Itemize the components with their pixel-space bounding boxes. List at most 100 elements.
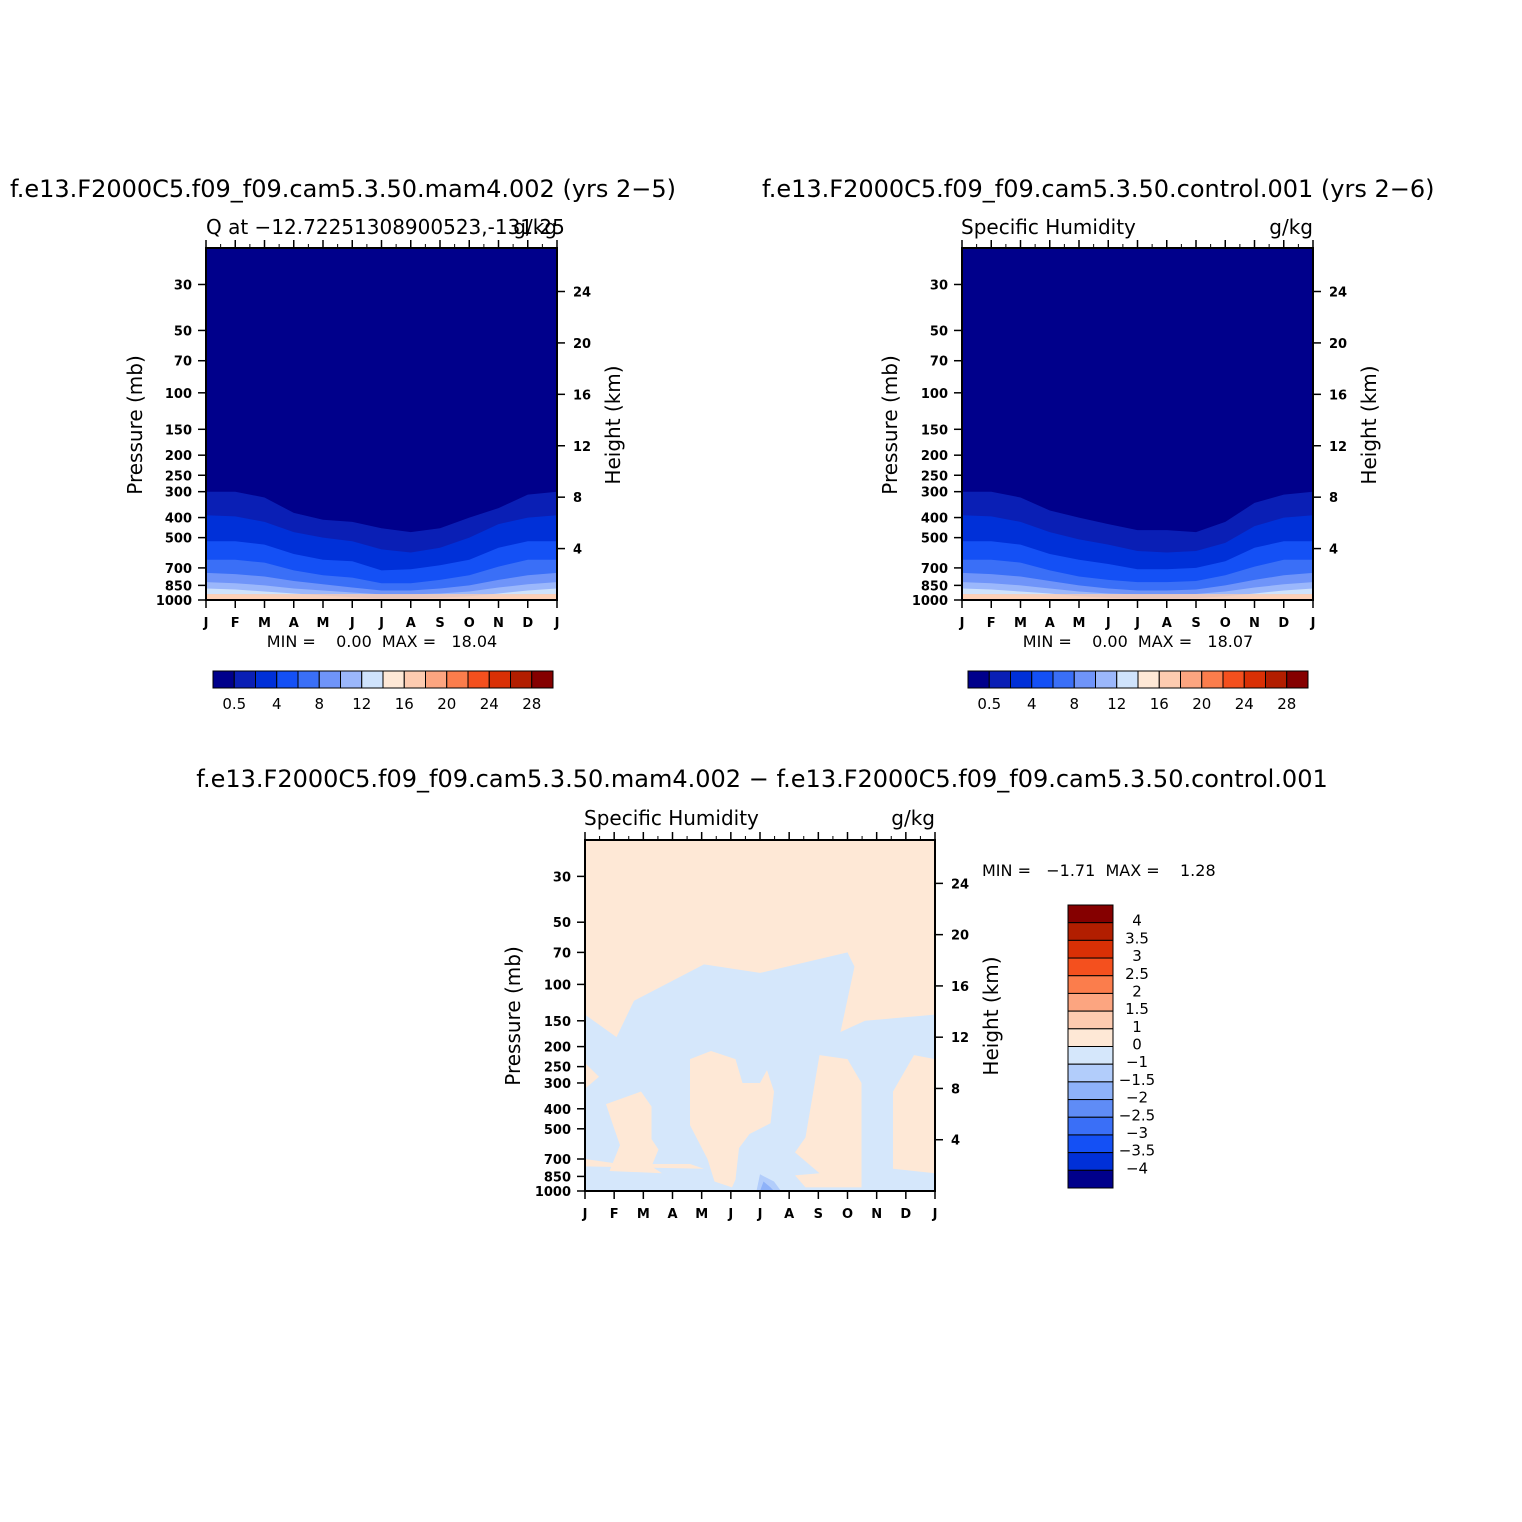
diff-field xyxy=(585,840,935,1191)
diff-field-positive xyxy=(795,1055,862,1188)
right-cbar-label: 28 xyxy=(1277,695,1296,713)
diff-xtick-label: D xyxy=(900,1207,911,1222)
left-ytick-label: 70 xyxy=(174,355,192,370)
diff-y2tick-label: 8 xyxy=(951,1082,960,1097)
panel-left-ylabel: Pressure (mb) xyxy=(123,355,147,495)
left-xtick-label: M xyxy=(258,616,271,631)
panel-mam4: Q at −12.72251308900523,-131.25 g/kg J F M… xyxy=(123,215,625,713)
diff-cbar-box xyxy=(1067,957,1114,977)
right-cbar-label: 8 xyxy=(1069,695,1079,713)
diff-y2tick-label: 4 xyxy=(951,1134,960,1149)
right-cbar-box xyxy=(1052,670,1075,689)
panel-right-colorbar: 0.5 4 8 12 16 20 24 28 xyxy=(967,670,1309,713)
diff-cbar-box xyxy=(1067,1152,1114,1171)
left-ytick-label: 30 xyxy=(174,278,192,293)
left-xtick-label: J xyxy=(378,616,384,631)
right-cbar-box xyxy=(1137,670,1160,689)
panel-left-y2label: Height (km) xyxy=(601,365,625,484)
right-xtick-label: O xyxy=(1220,616,1231,631)
diff-xtick-label: J xyxy=(932,1207,938,1222)
right-xtick-label: J xyxy=(1134,616,1140,631)
panel-diff-y2label: Height (km) xyxy=(979,956,1003,1075)
panel-left-units: g/kg xyxy=(513,215,557,239)
right-xtick-label: M xyxy=(1014,616,1027,631)
left-xtick-label: N xyxy=(493,616,504,631)
diff-ytick-label: 850 xyxy=(544,1170,571,1185)
diff-cbar-label: 3.5 xyxy=(1125,929,1149,947)
diff-cbar-label: −1 xyxy=(1126,1053,1148,1071)
diff-ytick-label: 700 xyxy=(544,1153,571,1168)
left-ytick-label: 1000 xyxy=(156,594,192,609)
diff-cbar-label: −3 xyxy=(1126,1124,1148,1142)
diff-field-min xyxy=(760,1181,774,1191)
left-ytick-label: 700 xyxy=(165,562,192,577)
left-y2tick-label: 8 xyxy=(573,491,582,506)
right-cbar-box xyxy=(1010,670,1033,689)
panel-difference: Specific Humidity g/kg J F M A M J J A S O N D J3050… xyxy=(501,806,1216,1222)
diff-xtick-label: J xyxy=(582,1207,588,1222)
right-y2tick-label: 12 xyxy=(1329,440,1347,455)
diff-cbar-box xyxy=(1067,975,1114,994)
diff-field-positive xyxy=(690,1050,774,1188)
right-xtick-label: D xyxy=(1278,616,1289,631)
left-xtick-label: S xyxy=(435,616,444,631)
diff-cbar-label: 1.5 xyxy=(1125,1000,1149,1018)
right-cbar-box xyxy=(1180,670,1203,689)
panel-left-plot: J F M A M J J A S O N D J 30 50 70 100 150 200 250 300 400 500… xyxy=(156,240,591,631)
left-cbar-label: 16 xyxy=(395,695,414,713)
left-xtick-label: A xyxy=(289,616,299,631)
diff-ytick-label: 100 xyxy=(544,978,571,993)
right-ytick-label: 400 xyxy=(921,512,948,527)
left-cbar-box xyxy=(233,670,256,689)
left-cbar-box xyxy=(318,670,341,689)
diff-ytick-label: 250 xyxy=(544,1061,571,1076)
diff-cbar-label: −3.5 xyxy=(1119,1142,1155,1160)
panel-right-plot: J F M A M J J A S O N D J 30 50 70 100 150 200 250 300 400 500… xyxy=(912,240,1347,631)
left-cbar-label: 0.5 xyxy=(222,695,246,713)
left-xtick-label: J xyxy=(349,616,355,631)
right-cbar-label: 12 xyxy=(1107,695,1126,713)
left-cbar-box xyxy=(212,670,235,689)
right-cbar-box xyxy=(1116,670,1139,689)
left-ytick-label: 300 xyxy=(165,486,192,501)
diff-xtick-label: A xyxy=(784,1207,794,1222)
top-right-title: f.e13.F2000C5.f09_f09.cam5.3.50.control.… xyxy=(762,175,1435,203)
right-cbar-label: 24 xyxy=(1235,695,1254,713)
left-xtick-label: J xyxy=(203,616,209,631)
diff-cbar-box xyxy=(1067,939,1114,959)
right-cbar-box xyxy=(1222,670,1245,689)
diff-ytick-label: 400 xyxy=(544,1103,571,1118)
diff-cbar-box xyxy=(1067,1046,1114,1065)
left-ytick-label: 400 xyxy=(165,512,192,527)
diff-cbar-label: −2.5 xyxy=(1119,1106,1155,1124)
diff-cbar-label: 1 xyxy=(1132,1018,1142,1036)
left-xtick-label: F xyxy=(231,616,240,631)
right-cbar-box xyxy=(1201,670,1224,689)
left-cbar-label: 8 xyxy=(314,695,324,713)
diff-cbar-box xyxy=(1067,1116,1114,1136)
right-cbar-box xyxy=(1073,670,1096,689)
right-ytick-label: 700 xyxy=(921,562,948,577)
diff-ytick-label: 50 xyxy=(553,916,571,931)
right-xtick-label: J xyxy=(1310,616,1316,631)
right-field-surface xyxy=(962,594,1313,600)
right-cbar-box xyxy=(988,670,1011,689)
panel-control: Specific Humidity g/kg J F M A M J J A S O N D J 30 50… xyxy=(878,215,1381,713)
left-y2tick-label: 12 xyxy=(573,440,591,455)
left-cbar-box xyxy=(510,670,533,689)
diff-cbar-label: 2.5 xyxy=(1125,965,1149,983)
right-xtick-label: J xyxy=(959,616,965,631)
diff-cbar-box xyxy=(1067,1028,1114,1047)
left-cbar-box xyxy=(297,670,320,689)
right-cbar-box xyxy=(1158,670,1181,689)
panel-diff-stats: MIN = −1.71 MAX = 1.28 xyxy=(982,861,1216,880)
right-xtick-label: J xyxy=(1105,616,1111,631)
diff-ytick-label: 30 xyxy=(553,870,571,885)
panel-left-colorbar: 0.5 4 8 12 16 20 24 28 xyxy=(212,670,554,713)
left-field xyxy=(206,248,557,600)
panel-diff-colorbar: 43.532.521.510−1−1.5−2−2.5−3−3.5−4 xyxy=(1067,904,1155,1189)
diff-ytick-label: 1000 xyxy=(535,1185,571,1200)
left-cbar-box xyxy=(276,670,299,689)
diff-cbar-label: −1.5 xyxy=(1119,1071,1155,1089)
diff-field-positive xyxy=(585,1062,599,1089)
